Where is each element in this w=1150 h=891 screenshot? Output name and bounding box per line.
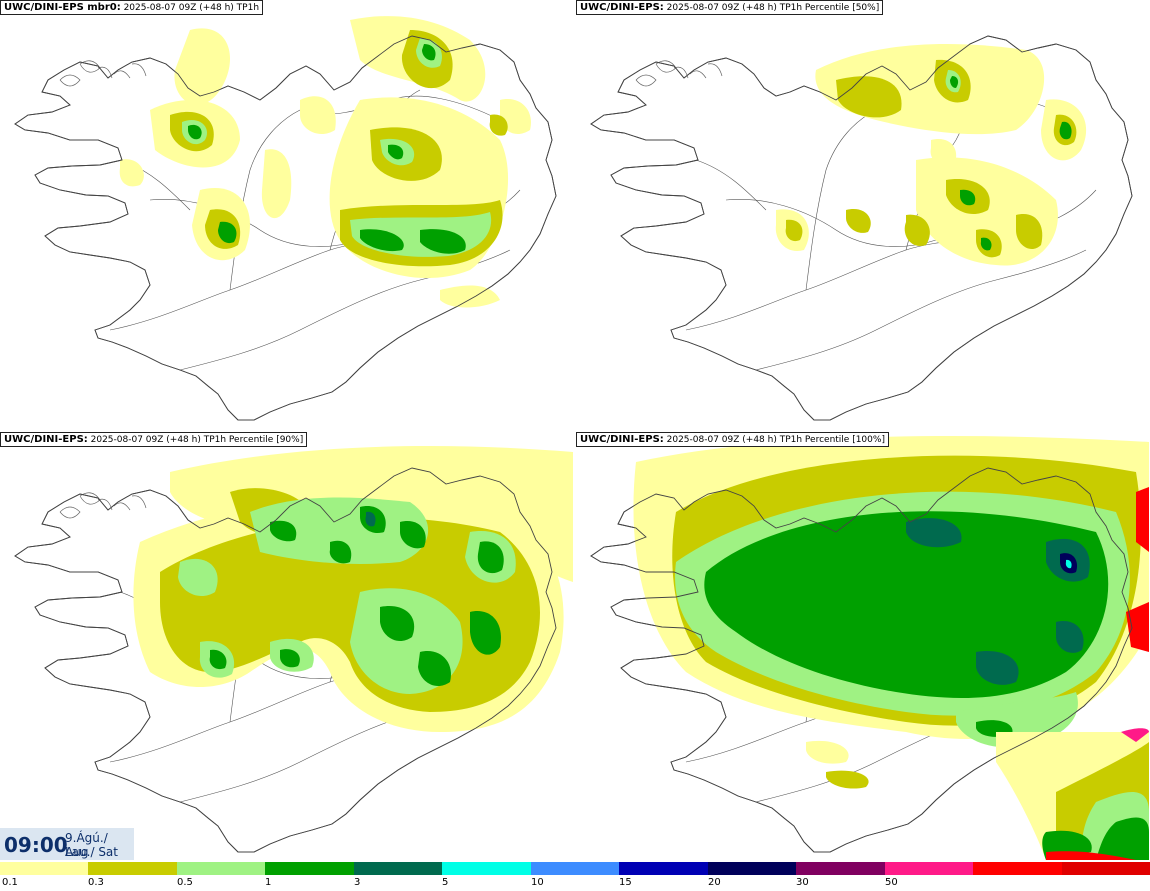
colorbar-segment [796, 862, 885, 875]
colorbar-tick-label: 20 [708, 877, 721, 888]
colorbar-tick-label: 0.1 [2, 877, 18, 888]
colorbar-segment [707, 862, 797, 875]
precip-areas [119, 16, 531, 308]
valid-date: 9.Ágú./ Aug [65, 831, 108, 859]
precip-map-p50 [590, 35, 1133, 421]
precip-map-p90 [14, 446, 573, 853]
colorbar-segment [0, 862, 89, 875]
colorbar-segment [88, 862, 177, 875]
precip-areas [633, 436, 1149, 860]
colorbar-tick-label: 50 [885, 877, 898, 888]
precip-areas [775, 44, 1087, 266]
colorbar-tick-label: 3 [354, 877, 361, 888]
title-model: UWC/DINI-EPS [580, 434, 660, 445]
colorbar-tick-label: 5 [442, 877, 449, 888]
colorbar-tick-label: 0.5 [177, 877, 193, 888]
colorbar-tick-label: 15 [619, 877, 632, 888]
valid-weekday: Lau./ Sat [65, 845, 118, 859]
title-field: TP1h Percentile [50%] [779, 3, 880, 13]
title-separator: : [83, 434, 88, 445]
colorbar-tick-label: 1 [265, 877, 272, 888]
panel-title: UWC/DINI-EPS mbr0: 2025-08-07 09Z (+48 h… [0, 0, 264, 15]
colorbar-ticks: 0.1 0.3 0.5 1 3 5 10 15 20 30 50 [0, 877, 1150, 891]
precip-map-member0 [14, 16, 557, 421]
panel-percentile-90: UWC/DINI-EPS: 2025-08-07 09Z (+48 h) TP1… [0, 432, 573, 860]
title-run-info: 2025-08-07 09Z (+48 h) [663, 435, 780, 445]
title-separator: : [116, 2, 121, 13]
colorbar-segment [973, 862, 1062, 875]
title-model: UWC/DINI-EPS mbr0 [4, 2, 117, 13]
title-run-info: 2025-08-07 09Z (+48 h) [663, 3, 780, 13]
panel-title: UWC/DINI-EPS: 2025-08-07 09Z (+48 h) TP1… [0, 432, 308, 447]
colorbar-segment [884, 862, 974, 875]
title-model: UWC/DINI-EPS [580, 2, 660, 13]
colorbar-segment [1061, 862, 1150, 875]
colorbar-segment [530, 862, 620, 875]
panel-title: UWC/DINI-EPS: 2025-08-07 09Z (+48 h) TP1… [576, 432, 889, 447]
precip-areas [133, 446, 573, 732]
title-separator: : [659, 434, 664, 445]
precip-map-p100 [590, 436, 1149, 860]
title-model: UWC/DINI-EPS [4, 434, 84, 445]
title-run-info: 2025-08-07 09Z (+48 h) [120, 3, 237, 13]
title-run-info: 2025-08-07 09Z (+48 h) [87, 435, 204, 445]
title-field: TP1h Percentile [100%] [779, 435, 885, 445]
panel-divider-horizontal [0, 428, 1150, 432]
colorbar-segment [619, 862, 708, 875]
title-field: TP1h Percentile [90%] [203, 435, 304, 445]
colorbar-tick-label: 10 [531, 877, 544, 888]
colorbar-segment [265, 862, 354, 875]
title-field: TP1h [236, 3, 260, 13]
colorbar-segment [353, 862, 443, 875]
valid-time: 09:00 [4, 833, 68, 857]
colorbar [0, 862, 1150, 875]
panel-percentile-50: UWC/DINI-EPS: 2025-08-07 09Z (+48 h) TP1… [576, 0, 1149, 428]
colorbar-tick-label: 30 [796, 877, 809, 888]
colorbar-tick-label: 0.3 [88, 877, 104, 888]
panel-title: UWC/DINI-EPS: 2025-08-07 09Z (+48 h) TP1… [576, 0, 884, 15]
panel-member0: UWC/DINI-EPS mbr0: 2025-08-07 09Z (+48 h… [0, 0, 573, 428]
panel-percentile-100: UWC/DINI-EPS: 2025-08-07 09Z (+48 h) TP1… [576, 432, 1149, 860]
valid-time-box: 09:00 9.Ágú./ Aug Lau./ Sat [0, 828, 134, 860]
colorbar-segment [176, 862, 266, 875]
colorbar-segment [442, 862, 531, 875]
title-separator: : [659, 2, 664, 13]
